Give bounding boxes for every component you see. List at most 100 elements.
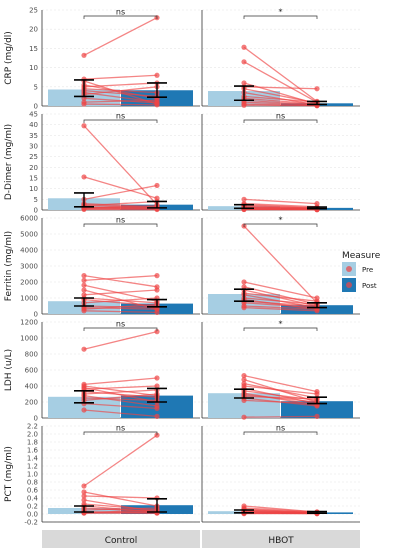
y-tick-label: 30 — [29, 143, 38, 151]
paired-line — [83, 495, 158, 499]
paired-line — [83, 274, 158, 288]
y-tick-label: 0.8 — [27, 479, 38, 487]
paired-line — [83, 297, 158, 304]
paired-line — [83, 434, 158, 487]
paired-line — [83, 89, 158, 98]
y-axis-label: LDH (u/L) — [4, 349, 14, 391]
paired-line — [243, 292, 318, 302]
point-post — [154, 72, 160, 78]
paired-line — [83, 377, 158, 386]
y-tick-label: -0.2 — [24, 519, 38, 527]
point-pre — [241, 59, 247, 65]
y-tick-label: 0.0 — [27, 511, 38, 519]
paired-line — [83, 507, 158, 513]
point-pre — [241, 279, 247, 285]
panel-control-1: ns — [41, 8, 200, 108]
y-tick-label: 1.2 — [27, 463, 38, 471]
y-tick-label: 15 — [29, 45, 38, 53]
y-tick-label: 0.4 — [27, 495, 39, 503]
point-pre — [81, 277, 87, 283]
point-post — [154, 405, 160, 411]
significance-label: ns — [116, 8, 125, 17]
paired-line — [83, 82, 158, 88]
paired-line — [83, 390, 158, 398]
y-tick-label: 1.0 — [27, 471, 38, 479]
y-tick-label: 800 — [25, 351, 38, 359]
significance-label: ns — [116, 216, 125, 225]
significance-bracket — [243, 119, 318, 123]
point-pre — [81, 282, 87, 288]
y-tick-label: 3000 — [20, 263, 38, 271]
paired-line — [83, 402, 158, 410]
y-tick-label: 5000 — [20, 231, 38, 239]
significance-label: * — [279, 8, 283, 17]
significance-bracket — [83, 119, 158, 123]
paired-line — [243, 281, 318, 299]
legend: Measure Pre Post — [342, 251, 381, 292]
point-pre — [241, 102, 247, 108]
strip-label-control: Control — [105, 536, 138, 546]
paired-line — [83, 394, 158, 407]
paired-line — [243, 415, 318, 418]
y-tick-label: 35 — [29, 132, 38, 140]
point-post — [154, 309, 160, 315]
paired-line — [243, 305, 318, 310]
legend-dot-post — [346, 282, 352, 288]
legend-item-pre: Pre — [342, 262, 373, 276]
y-tick-label: 200 — [25, 399, 38, 407]
point-post — [154, 273, 160, 279]
point-pre — [81, 497, 87, 503]
y-axis-label: Ferritin (mg/ml) — [4, 231, 14, 301]
point-pre — [241, 377, 247, 383]
y-tick-label: 0.2 — [27, 503, 38, 511]
significance-bracket — [243, 223, 318, 227]
paired-line — [243, 382, 318, 399]
point-pre — [81, 489, 87, 495]
y-tick-label: 4000 — [20, 247, 38, 255]
point-pre — [81, 52, 87, 58]
significance-bracket — [83, 15, 158, 19]
point-pre — [241, 80, 247, 86]
paired-line — [83, 397, 158, 402]
strip-label-hbot: HBOT — [268, 536, 294, 546]
paired-line — [83, 310, 158, 314]
paired-line — [83, 491, 158, 507]
point-post — [314, 308, 320, 314]
point-post — [154, 182, 160, 189]
significance-label: * — [279, 216, 283, 225]
point-pre — [81, 346, 87, 352]
paired-line — [83, 176, 158, 199]
point-pre — [241, 414, 247, 420]
point-post — [154, 375, 160, 381]
paired-line — [243, 306, 318, 312]
strip-control — [42, 530, 200, 548]
paired-line — [243, 86, 318, 90]
point-pre — [81, 206, 87, 212]
panel-row-4: LDH (u/L) 0 200 400 600 800 1000 1200 ns * — [4, 319, 360, 423]
paired-line — [83, 86, 158, 96]
paired-line — [83, 103, 158, 106]
paired-line — [83, 303, 158, 310]
bar-post — [281, 401, 353, 418]
y-tick-label: 2.0 — [27, 431, 38, 439]
paired-line — [83, 385, 158, 397]
point-post — [314, 413, 320, 419]
point-pre — [81, 273, 87, 279]
y-tick-label: 10 — [29, 64, 38, 72]
y-tick-label: 5 — [34, 196, 38, 204]
y-tick-label: 1.8 — [27, 439, 38, 447]
point-pre — [241, 196, 247, 202]
significance-bracket — [83, 431, 158, 435]
significance-label: ns — [116, 112, 125, 121]
paired-line — [243, 300, 318, 307]
y-axis-label: CRP (mg/dl) — [4, 31, 14, 85]
significance-bracket — [83, 223, 158, 227]
point-post — [154, 383, 160, 389]
paired-line — [243, 399, 318, 405]
paired-line — [243, 385, 318, 395]
y-tick-label: 1.4 — [27, 455, 39, 463]
point-pre — [241, 397, 247, 403]
y-tick-label: 25 — [29, 7, 38, 15]
paired-line — [243, 198, 318, 205]
y-tick-label: 400 — [25, 383, 38, 391]
